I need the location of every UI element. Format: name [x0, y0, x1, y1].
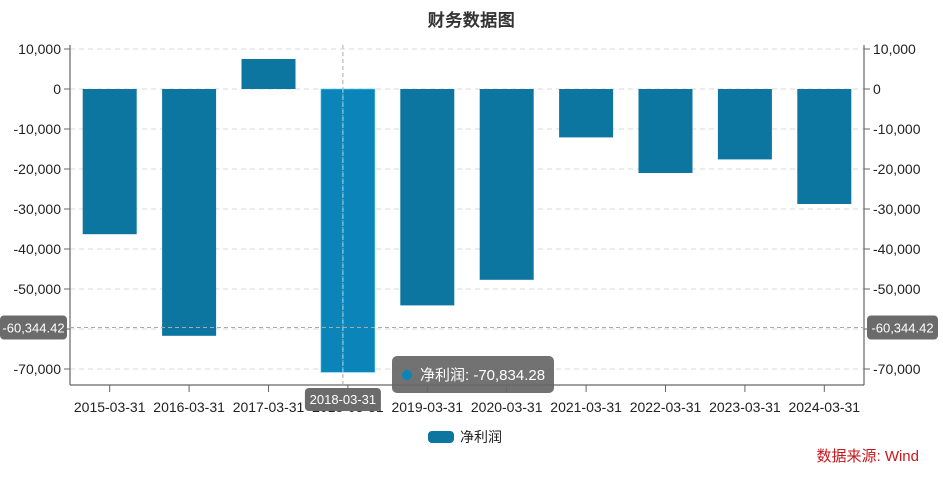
y-tick-label-right: 0	[873, 81, 881, 97]
legend-swatch-icon	[428, 431, 454, 443]
data-source-label: 数据来源: Wind	[816, 448, 919, 465]
crosshair-x-text: 2018-03-31	[310, 392, 377, 407]
y-tick-label-right: -10,000	[873, 121, 921, 137]
chart-title: 财务数据图	[427, 11, 516, 30]
bar-2018-03-31[interactable]	[320, 88, 376, 373]
y-tick-label-right: -50,000	[873, 281, 921, 297]
legend-item-net-profit[interactable]: 净利润	[428, 427, 502, 447]
y-tick-label-left: -40,000	[14, 241, 62, 257]
x-tick-label: 2023-03-31	[709, 399, 781, 415]
x-tick-label: 2017-03-31	[233, 399, 305, 415]
y-tick-label-right: -40,000	[873, 241, 921, 257]
bar-2015-03-31[interactable]	[82, 89, 137, 235]
y-tick-label-left: -30,000	[14, 201, 62, 217]
y-tick-label-right: -20,000	[873, 161, 921, 177]
bar-2016-03-31[interactable]	[162, 89, 217, 336]
y-tick-label-left: -10,000	[14, 121, 62, 137]
y-tick-label-right: -70,000	[873, 361, 921, 377]
y-tick-label-left: -50,000	[14, 281, 62, 297]
bar-2024-03-31[interactable]	[797, 89, 852, 204]
bar-2023-03-31[interactable]	[717, 89, 772, 160]
crosshair-y-text-left: -60,344.42	[2, 321, 64, 336]
tooltip-text: 净利润: -70,834.28	[420, 367, 546, 384]
y-tick-label-left: -20,000	[14, 161, 62, 177]
crosshair-x-label	[304, 388, 381, 411]
crosshair-y-text-right: -60,344.42	[871, 321, 933, 336]
x-tick-label: 2015-03-31	[74, 399, 146, 415]
bar-2017-03-31[interactable]	[241, 59, 296, 89]
y-tick-label-left: 10,000	[18, 41, 61, 57]
y-tick-label-left: -70,000	[14, 361, 62, 377]
bar-2019-03-31[interactable]	[400, 89, 455, 306]
bar-2021-03-31[interactable]	[559, 89, 614, 138]
x-tick-label: 2024-03-31	[788, 399, 860, 415]
y-tick-label-right: -30,000	[873, 201, 921, 217]
crosshair-y-label-left	[0, 315, 67, 340]
crosshair-y-label-right	[867, 315, 938, 340]
bar-2020-03-31[interactable]	[479, 89, 534, 280]
x-tick-label: 2022-03-31	[630, 399, 702, 415]
bar-2022-03-31[interactable]	[638, 89, 693, 173]
x-tick-label: 2016-03-31	[153, 399, 225, 415]
y-tick-label-left: 0	[53, 81, 61, 97]
series-dot-icon	[402, 369, 412, 380]
x-tick-label: 2019-03-31	[391, 399, 463, 415]
x-tick-label: 2020-03-31	[471, 399, 543, 415]
y-tick-label-right: 10,000	[873, 41, 916, 57]
tooltip: 净利润: -70,834.28	[392, 356, 554, 393]
x-tick-label: 2021-03-31	[550, 399, 622, 415]
legend-label: 净利润	[460, 429, 502, 445]
